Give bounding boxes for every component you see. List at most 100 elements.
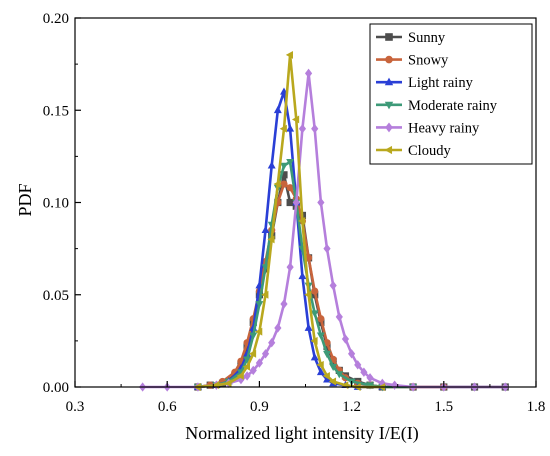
legend-entry: Snowy: [376, 53, 449, 69]
data-point: [341, 334, 350, 344]
data-point: [280, 162, 288, 170]
data-point: [280, 171, 288, 179]
series-line: [197, 90, 383, 389]
series-line: [197, 160, 414, 389]
x-tick-label: 1.5: [434, 399, 453, 415]
data-point: [291, 115, 300, 124]
series-moderate-rainy: [193, 159, 418, 392]
data-point: [316, 367, 325, 376]
legend-entry: Cloudy: [376, 143, 451, 159]
data-point: [298, 124, 307, 134]
data-point: [267, 235, 275, 244]
data-point: [310, 336, 318, 345]
legend-label: Snowy: [408, 53, 449, 69]
data-point: [354, 360, 362, 370]
legend-entry: Sunny: [376, 30, 446, 46]
data-point: [267, 161, 276, 169]
data-point: [274, 323, 282, 333]
data-point: [286, 262, 294, 272]
data-point: [329, 363, 338, 372]
x-axis-label: Normalized light intensity I/E(I): [185, 423, 418, 444]
y-tick-label: 0.20: [43, 11, 69, 27]
data-point: [360, 367, 368, 377]
data-point: [311, 287, 319, 295]
data-point: [304, 323, 313, 331]
data-point: [268, 338, 276, 348]
data-point: [249, 365, 257, 376]
legend-label: Sunny: [408, 30, 446, 46]
data-point: [273, 180, 281, 189]
y-tick-label: 0.10: [43, 196, 69, 212]
data-point: [242, 362, 250, 371]
legend-swatch-marker: [385, 122, 393, 133]
legend-label: Light rainy: [408, 75, 474, 91]
data-point: [304, 290, 312, 299]
data-point: [224, 379, 232, 388]
axes-layer: 0.3 0.6 0.9 1.2 1.5 1.8 0.00 0.05 0.10 0.15 0.20: [43, 11, 546, 415]
legend-box: [369, 23, 533, 165]
legend-entry: Light rainy: [376, 75, 474, 91]
x-tick-label: 0.3: [66, 399, 85, 415]
data-point: [243, 356, 252, 364]
y-tick-label: 0.00: [43, 380, 69, 396]
legend-entry: Heavy rainy: [376, 120, 480, 136]
data-point: [255, 327, 263, 336]
series-line: [197, 53, 383, 389]
data-point: [316, 332, 325, 340]
data-point: [323, 350, 331, 359]
legend-swatch-marker: [384, 101, 394, 110]
data-point: [286, 198, 294, 207]
data-point: [273, 105, 282, 114]
legend-swatch-marker: [384, 77, 394, 86]
y-tick-label: 0.15: [43, 103, 69, 119]
series-line: [197, 182, 444, 389]
legend-swatch-marker: [384, 145, 393, 155]
data-point: [248, 349, 257, 358]
legend-swatch-marker: [385, 55, 393, 64]
data-point: [292, 197, 300, 208]
data-point: [391, 380, 399, 390]
data-point: [335, 371, 344, 379]
data-point: [328, 377, 337, 386]
data-point: [329, 280, 337, 291]
data-point: [322, 371, 330, 380]
data-point: [261, 349, 270, 359]
series-light-rainy: [193, 87, 387, 390]
data-point: [317, 315, 325, 323]
data-point: [304, 68, 313, 79]
data-point: [298, 216, 306, 225]
data-point: [280, 180, 288, 188]
series-cloudy: [193, 50, 386, 391]
legend-label: Heavy rainy: [408, 120, 480, 136]
data-point: [366, 373, 374, 383]
data-point: [255, 358, 263, 368]
data-point: [310, 353, 319, 361]
data-point: [261, 290, 269, 299]
data-point: [249, 332, 258, 340]
x-tick-label: 1.2: [342, 399, 361, 415]
data-point: [323, 243, 331, 254]
data-point: [348, 349, 356, 359]
data-point: [261, 225, 270, 234]
data-point: [243, 371, 251, 381]
data-point: [255, 301, 264, 309]
legend-label: Moderate rainy: [408, 98, 498, 114]
legend: Sunny Snowy Light rainy Moderate rainy Heavy…: [369, 23, 533, 165]
plot-layer: [139, 50, 509, 392]
data-point: [317, 197, 325, 208]
data-point: [335, 312, 343, 322]
data-point: [279, 124, 287, 133]
y-tick-label: 0.05: [43, 288, 69, 304]
data-point: [286, 184, 294, 192]
data-point: [286, 159, 295, 167]
data-point: [298, 271, 307, 280]
data-point: [310, 310, 319, 318]
y-axis-label: PDF: [15, 183, 35, 216]
data-point: [316, 360, 324, 369]
x-tick-label: 0.9: [250, 399, 269, 415]
legend-label: Cloudy: [408, 143, 451, 159]
legend-swatch-marker: [385, 33, 393, 41]
data-point: [280, 299, 288, 309]
data-point: [311, 124, 319, 134]
